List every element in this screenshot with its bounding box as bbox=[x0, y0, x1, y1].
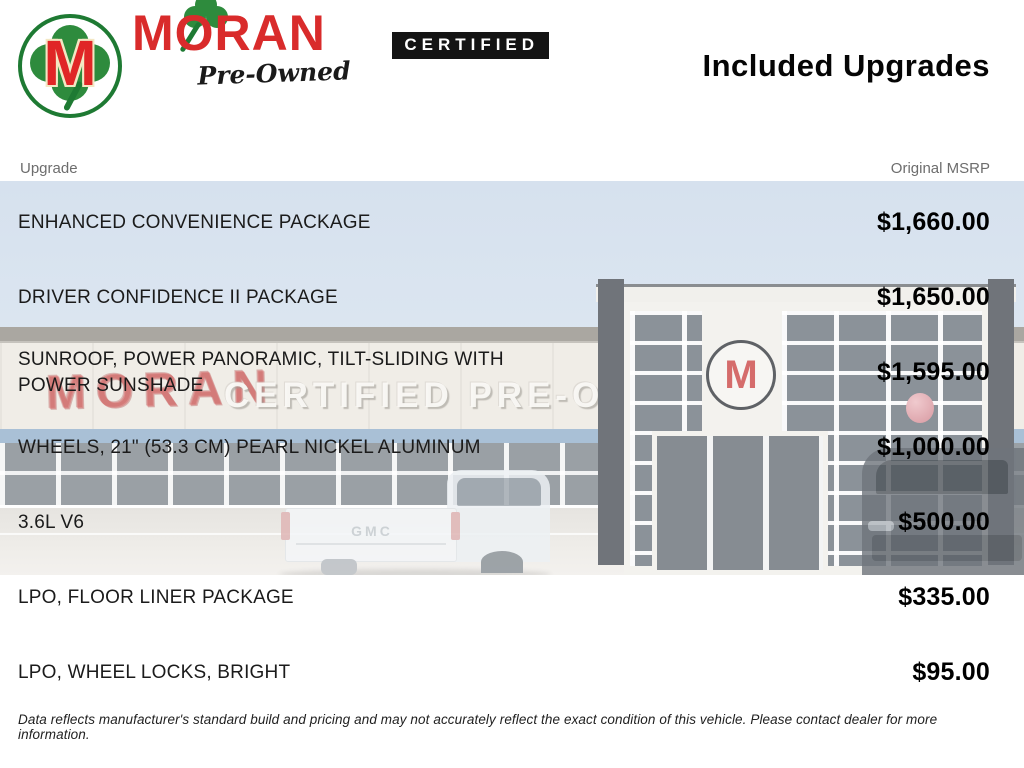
table-column-headers: Upgrade Original MSRP bbox=[0, 156, 1024, 181]
dealership-background-photo: MORAN CERTIFIED PRE-OWNED M GMC bbox=[0, 181, 1024, 575]
upgrade-msrp: $1,595.00 bbox=[876, 358, 990, 386]
upgrade-name: SUNROOF, POWER PANORAMIC, TILT-SLIDING W… bbox=[18, 348, 504, 396]
entrance-tower-beam bbox=[596, 284, 1016, 302]
truck-taillight-left bbox=[281, 512, 290, 540]
disclaimer-text: Data reflects manufacturer's standard bu… bbox=[18, 712, 938, 742]
msrp-column-header: Original MSRP bbox=[890, 160, 990, 177]
pink-balloon bbox=[906, 393, 934, 423]
upgrade-name: ENHANCED CONVENIENCE PACKAGE bbox=[18, 211, 371, 233]
table-row: SUNROOF, POWER PANORAMIC, TILT-SLIDING W… bbox=[0, 335, 1024, 410]
page-title: Included Upgrades bbox=[702, 48, 990, 83]
suv-headlight bbox=[868, 521, 894, 531]
upgrade-name: LPO, FLOOR LINER PACKAGE bbox=[18, 586, 294, 608]
upgrade-msrp: $1,650.00 bbox=[876, 283, 990, 311]
certified-badge: CERTIFIED bbox=[392, 32, 550, 59]
suv-grille bbox=[872, 535, 1022, 561]
upgrade-msrp: $500.00 bbox=[898, 508, 990, 536]
logo-monogram-letter: M bbox=[43, 27, 97, 99]
preowned-script: Pre-Owned bbox=[196, 56, 352, 91]
truck-tailgate: GMC bbox=[285, 508, 457, 562]
logo-wordmark: MORAN CERTIFIED Pre-Owned bbox=[132, 0, 550, 91]
truck-front-wheel bbox=[481, 551, 523, 573]
table-row: WHEELS, 21" (53.3 CM) PEARL NICKEL ALUMI… bbox=[0, 410, 1024, 485]
upgrade-msrp: $335.00 bbox=[898, 583, 990, 611]
upgrade-name: WHEELS, 21" (53.3 CM) PEARL NICKEL ALUMI… bbox=[18, 436, 481, 458]
upgrade-name: LPO, WHEEL LOCKS, BRIGHT bbox=[18, 661, 291, 683]
upgrade-column-header: Upgrade bbox=[20, 160, 78, 177]
table-row: DRIVER CONFIDENCE II PACKAGE $1,650.00 bbox=[0, 260, 1024, 335]
white-pickup-truck: GMC bbox=[279, 470, 551, 575]
brand-name: MORAN bbox=[132, 5, 326, 61]
upgrade-name: DRIVER CONFIDENCE II PACKAGE bbox=[18, 286, 338, 308]
truck-taillight-right bbox=[451, 512, 460, 540]
upgrades-table: ENHANCED CONVENIENCE PACKAGE $1,660.00 D… bbox=[0, 185, 1024, 710]
truck-rear-wheel bbox=[321, 559, 357, 575]
upgrade-msrp: $95.00 bbox=[912, 658, 990, 686]
tower-logo-circle: M bbox=[706, 340, 776, 410]
dealer-logo: M MORAN CERTIFIED Pre-Owned bbox=[18, 0, 550, 118]
truck-rear-window bbox=[457, 478, 541, 506]
upgrade-name: 3.6L V6 bbox=[18, 511, 85, 533]
entrance-pillar-left bbox=[598, 279, 624, 565]
clover-icon bbox=[179, 0, 228, 53]
upgrade-msrp: $1,660.00 bbox=[876, 208, 990, 236]
upgrade-msrp: $1,000.00 bbox=[876, 433, 990, 461]
shamrock-monogram-logo: M bbox=[18, 14, 122, 118]
table-row: 3.6L V6 $500.00 bbox=[0, 485, 1024, 560]
entrance-doors bbox=[652, 431, 828, 575]
truck-badge: GMC bbox=[351, 523, 393, 539]
table-row: LPO, FLOOR LINER PACKAGE $335.00 bbox=[0, 560, 1024, 635]
dark-suv bbox=[862, 448, 1024, 575]
table-row: ENHANCED CONVENIENCE PACKAGE $1,660.00 bbox=[0, 185, 1024, 260]
table-row: LPO, WHEEL LOCKS, BRIGHT $95.00 bbox=[0, 635, 1024, 710]
suv-windshield bbox=[876, 460, 1008, 494]
shamrock-icon bbox=[22, 18, 118, 114]
